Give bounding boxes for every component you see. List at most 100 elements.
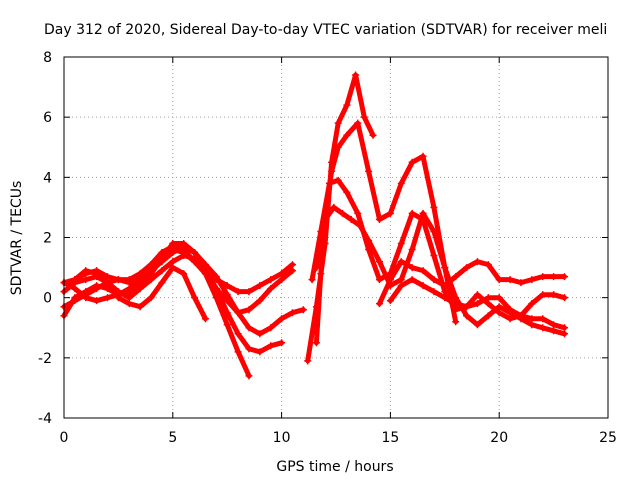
data-point: [158, 279, 166, 287]
data-point: [484, 312, 492, 320]
data-point: [267, 324, 275, 332]
data-point: [365, 167, 373, 175]
data-point: [360, 113, 368, 121]
data-point: [278, 315, 286, 323]
data-point: [180, 270, 188, 278]
data-point: [506, 306, 514, 314]
data-point: [223, 321, 231, 329]
data-point: [125, 276, 133, 284]
data-point: [528, 315, 536, 323]
data-point: [125, 288, 133, 296]
data-point: [347, 215, 355, 223]
series-arc-6: [71, 264, 209, 323]
data-point: [288, 267, 296, 275]
data-point: [408, 246, 416, 254]
data-point: [376, 215, 384, 223]
data-point: [397, 282, 405, 290]
data-point: [278, 276, 286, 284]
data-point: [430, 203, 438, 211]
data-point: [452, 318, 460, 326]
data-point: [376, 276, 384, 284]
data-point: [136, 282, 144, 290]
x-tick-label: 15: [381, 430, 399, 446]
data-point: [223, 291, 231, 299]
data-point: [82, 288, 90, 296]
data-point: [169, 240, 177, 248]
data-point: [191, 249, 199, 257]
data-point: [343, 188, 351, 196]
data-point: [539, 315, 547, 323]
series-line: [61, 241, 252, 379]
data-point: [267, 276, 275, 284]
data-point: [369, 131, 377, 139]
y-tick-label: -4: [38, 411, 52, 427]
data-point: [430, 276, 438, 284]
data-point: [441, 282, 449, 290]
data-point: [278, 270, 286, 278]
data-point: [352, 71, 360, 79]
data-point: [201, 270, 209, 278]
data-point: [256, 297, 264, 305]
data-point: [386, 297, 394, 305]
data-point: [419, 152, 427, 160]
data-point: [312, 339, 320, 347]
data-point: [430, 227, 438, 235]
data-point: [408, 158, 416, 166]
data-point: [334, 143, 342, 151]
x-tick-label: 10: [273, 430, 291, 446]
data-point: [245, 324, 253, 332]
data-point: [256, 330, 264, 338]
data-point: [560, 324, 568, 332]
data-point: [560, 330, 568, 338]
data-point: [245, 372, 253, 380]
data-point: [125, 294, 133, 302]
data-point: [136, 303, 144, 311]
data-point: [267, 285, 275, 293]
data-point: [321, 215, 329, 223]
data-point: [484, 294, 492, 302]
data-point: [267, 342, 275, 350]
data-series: [60, 71, 568, 380]
data-point: [71, 285, 79, 293]
data-point: [93, 270, 101, 278]
axis-ticks: 0 5 10 15 20 25 -4 -2 0 2 4 6 8: [38, 50, 617, 446]
data-point: [356, 221, 364, 229]
data-point: [528, 321, 536, 329]
data-point: [234, 309, 242, 317]
data-point: [234, 288, 242, 296]
y-axis-label: SDTVAR / TECUs: [9, 181, 25, 296]
data-point: [354, 209, 362, 217]
grid: [64, 57, 608, 418]
data-point: [473, 291, 481, 299]
data-point: [550, 273, 558, 281]
chart-title: Day 312 of 2020, Sidereal Day-to-day VTE…: [44, 22, 607, 38]
data-point: [484, 300, 492, 308]
data-point: [104, 273, 112, 281]
data-point: [114, 294, 122, 302]
data-point: [506, 276, 514, 284]
data-point: [93, 297, 101, 305]
data-point: [386, 276, 394, 284]
data-point: [550, 321, 558, 329]
data-point: [334, 119, 342, 127]
data-point: [304, 357, 312, 365]
data-point: [473, 300, 481, 308]
data-point: [376, 258, 384, 266]
data-point: [82, 294, 90, 302]
data-point: [463, 312, 471, 320]
series-arc-11: [376, 258, 568, 308]
data-point: [397, 258, 405, 266]
data-point: [245, 306, 253, 314]
data-point: [539, 324, 547, 332]
data-point: [386, 209, 394, 217]
x-tick-label: 5: [168, 430, 177, 446]
data-point: [408, 276, 416, 284]
data-point: [419, 209, 427, 217]
data-point: [288, 309, 296, 317]
data-point: [528, 300, 536, 308]
data-point: [234, 330, 242, 338]
data-point: [147, 261, 155, 269]
data-point: [397, 276, 405, 284]
y-tick-label: 0: [43, 291, 52, 307]
